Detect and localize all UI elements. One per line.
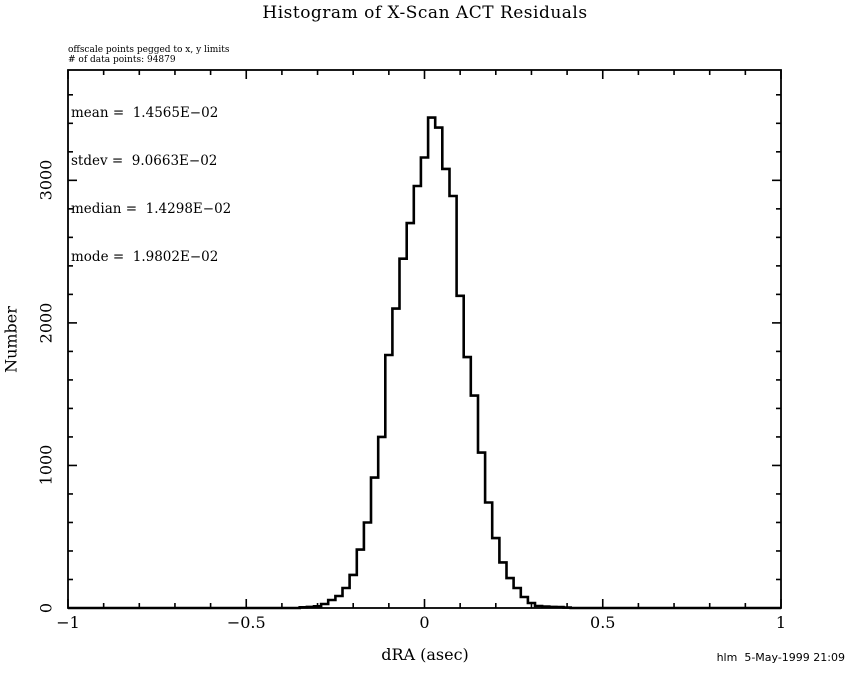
stat-stdev: stdev = 9.0663E−02 [71,153,218,169]
plot-frame [67,69,782,609]
y-tick-label: 2000 [36,302,56,344]
x-axis-label: dRA (asec) [381,645,469,664]
y-tick-label: 3000 [36,159,56,201]
x-tick-label: 0.5 [590,613,616,632]
x-tick-label: −0.5 [226,613,266,632]
plot-notes: offscale points pegged to x, y limits # … [68,45,229,65]
x-tick-label: −1 [56,613,80,632]
datapoints-note: # of data points: 94879 [68,55,176,65]
y-tick-label: 0 [36,602,56,614]
x-tick-label: 0 [419,613,430,632]
stat-mode: mode = 1.9802E−02 [71,249,219,265]
y-tick-label: 1000 [36,445,56,486]
y-axis-label: Number [1,306,21,373]
histogram-outline [68,116,781,610]
stat-median: median = 1.4298E−02 [71,201,232,217]
offscale-note: offscale points pegged to x, y limits [68,45,230,55]
credit-text: hlm 5-May-1999 21:09 [716,651,845,664]
stat-mean: mean = 1.4565E−02 [71,105,219,121]
chart-title: Histogram of X-Scan ACT Residuals [262,3,588,23]
x-tick-label: 1 [775,613,787,632]
stats-block: mean = 1.4565E−02 stdev = 9.0663E−02 med… [71,73,231,297]
